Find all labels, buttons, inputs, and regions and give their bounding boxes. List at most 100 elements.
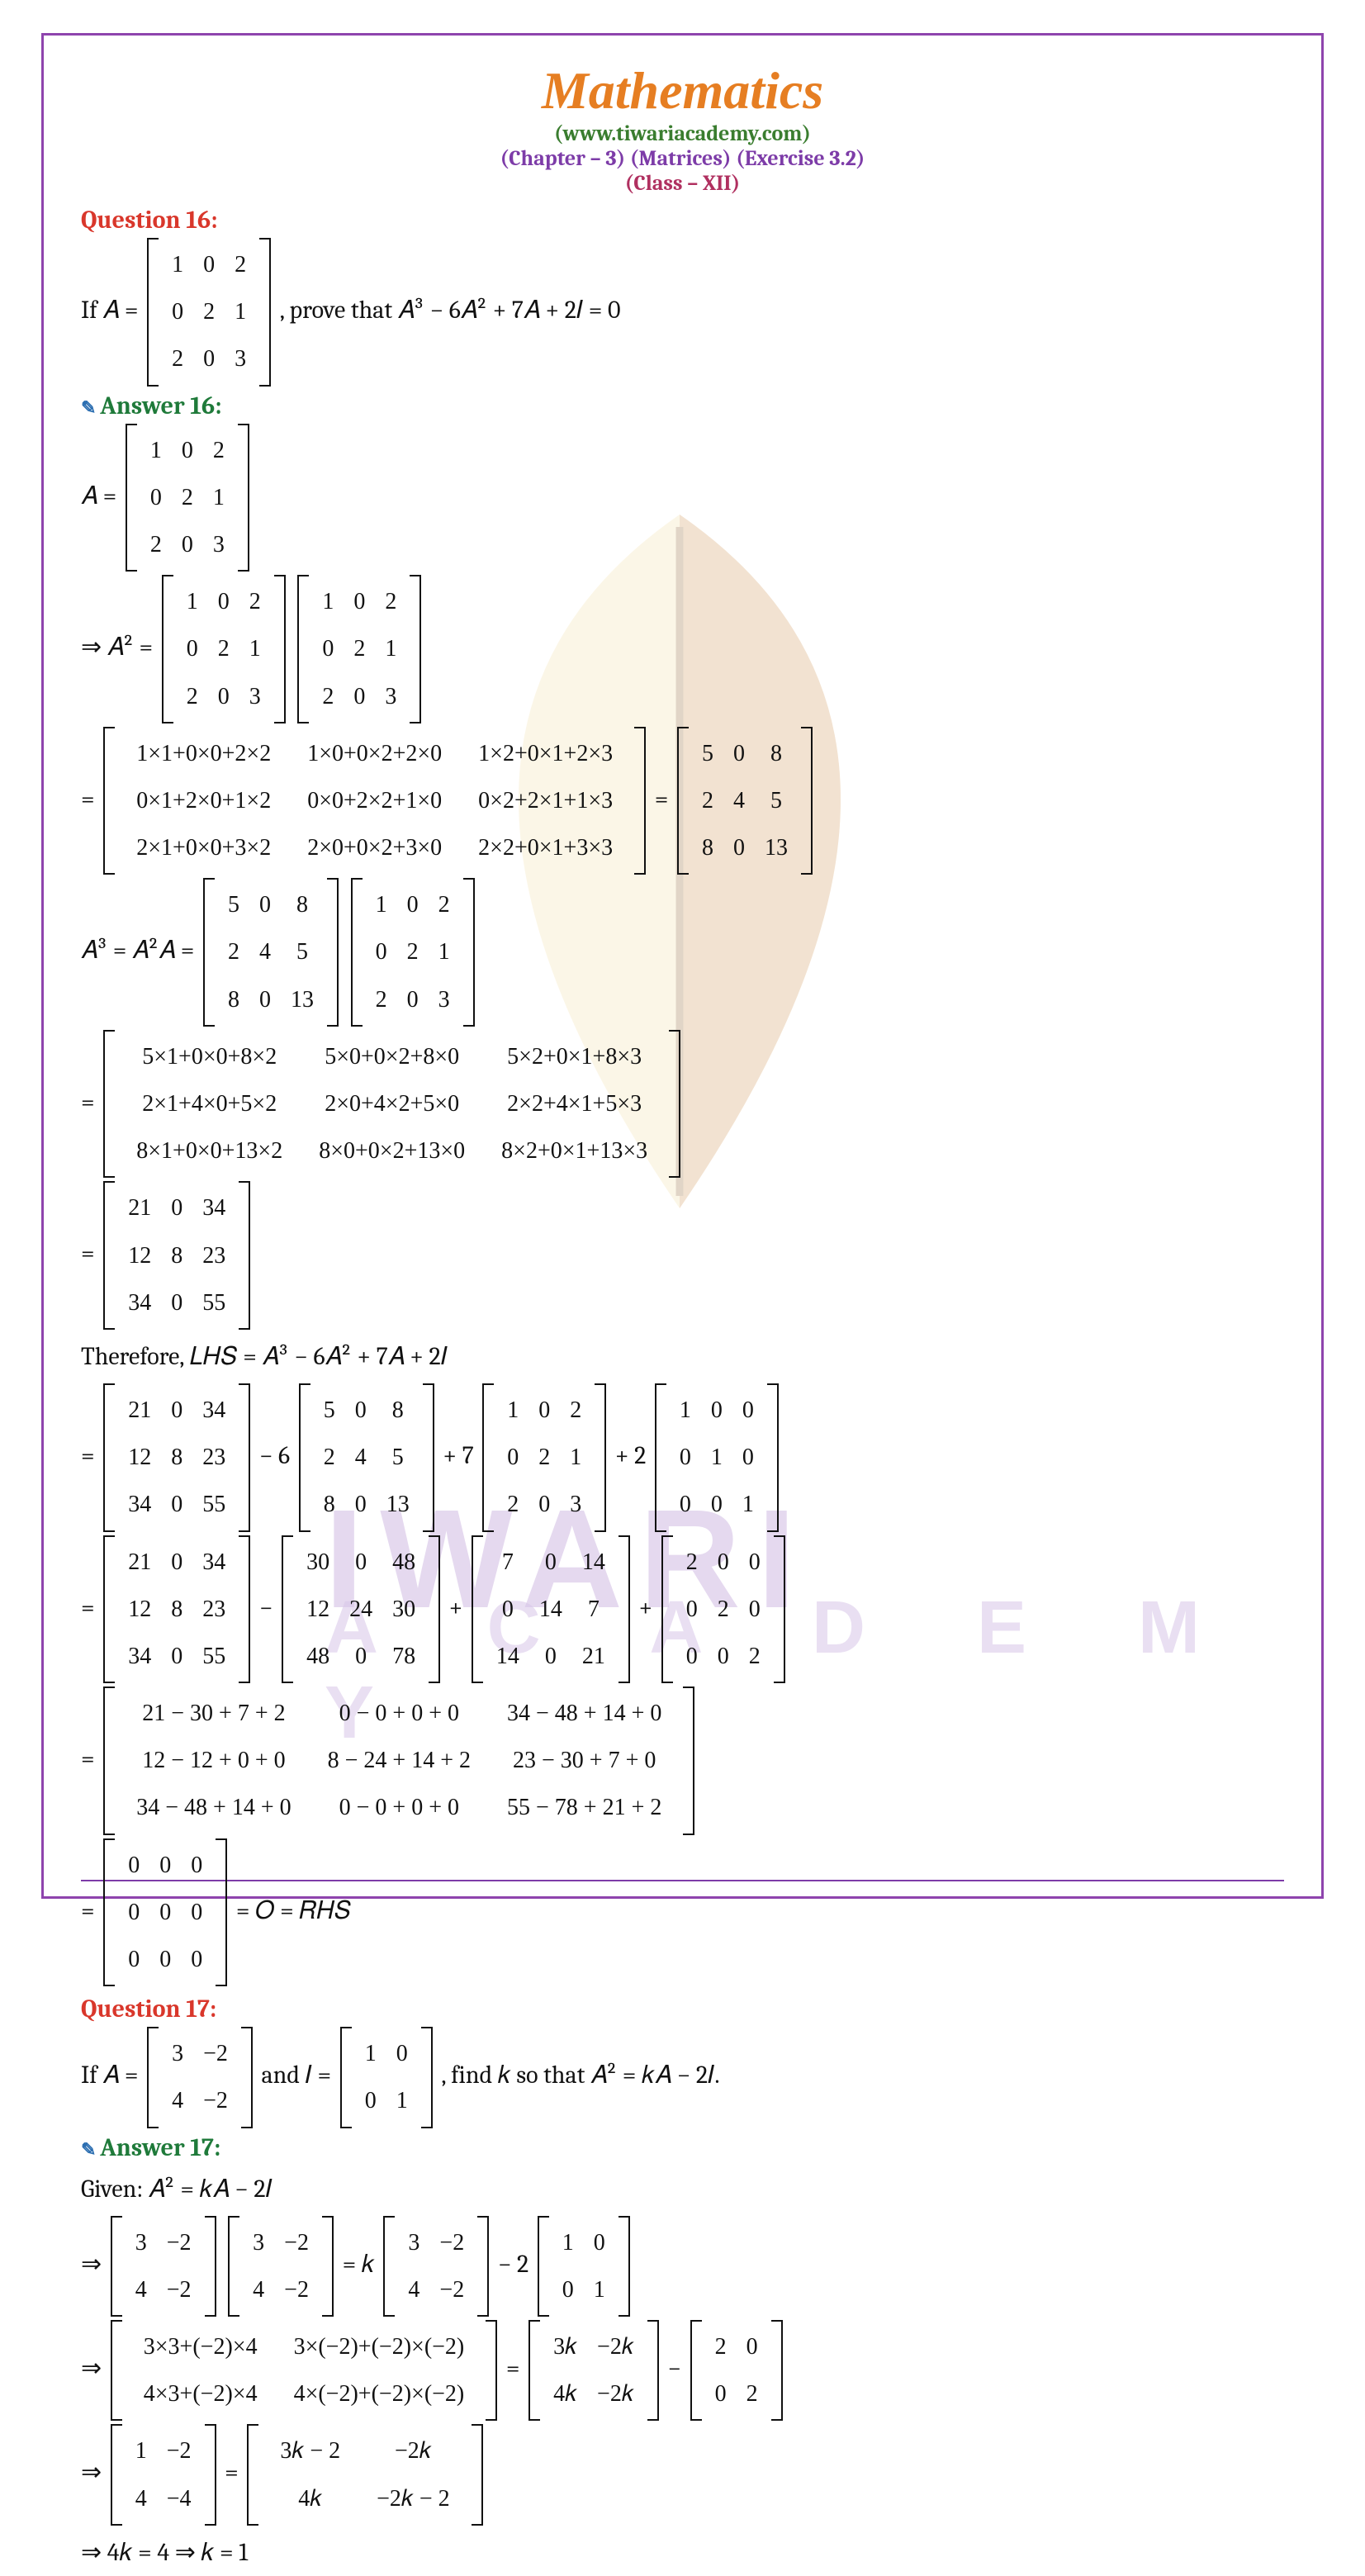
header: Mathematics (www.tiwariacademy.com) (Cha… [81, 60, 1284, 196]
matrix-cell: 0 [149, 1936, 181, 1983]
matrix-cell: 1 [162, 241, 193, 288]
q16-A2-calc: = 1×1+0×0+2×21×0+0×2+2×01×2+0×1+2×30×1+2… [81, 727, 1284, 875]
matrix-cell: 2 [528, 1434, 560, 1481]
matrix-A: 102021203 [147, 238, 271, 387]
matrix-cell: 5 [218, 881, 249, 928]
matrix-cell: 12 − 12 + 0 + 0 [118, 1737, 309, 1784]
matrix-cell: −2𝑘 [587, 2323, 644, 2370]
matrix-cell: 0 [701, 1387, 732, 1434]
matrix-A: 102021203 [162, 575, 286, 723]
text: , prove that 𝐴³ − 6𝐴² + 7𝐴 + 2𝐼 = 0 [280, 296, 621, 325]
matrix-cell: 3 [203, 521, 235, 568]
matrix-cell: 0 [345, 1387, 377, 1434]
matrix-cell: 0 [181, 1889, 212, 1936]
matrix-kA: 3𝑘−2𝑘4𝑘−2𝑘 [528, 2320, 659, 2421]
matrix-cell: 2 [708, 1586, 739, 1633]
matrix-cell: 0 [529, 1539, 572, 1586]
matrix-cell: 2 [344, 625, 375, 672]
q16-lhs-scaled: = 210341282334055 − 3004812243048078 + 7… [81, 1535, 1284, 1684]
matrix-cell: 2 [172, 474, 203, 521]
q16-result: = 000000000 = 𝑂 = 𝑅𝐻𝑆 [81, 1838, 1284, 1987]
matrix-cell: 2×1+4×0+5×2 [118, 1080, 301, 1127]
matrix-cell: 30 [382, 1586, 425, 1633]
matrix-cell: 2 [162, 335, 193, 382]
matrix-rhs17: 3𝑘 − 2−2𝑘4𝑘−2𝑘 − 2 [247, 2424, 482, 2525]
text: , find 𝑘 so that 𝐴² = 𝑘𝐴 − 2𝐼. [441, 2061, 719, 2090]
page-title: Mathematics [81, 60, 1284, 121]
matrix-cell: 2 [429, 881, 460, 928]
matrix-cell: 5 [281, 928, 324, 975]
text: 𝐴³ = 𝐴²𝐴 = [81, 936, 200, 965]
matrix-cell: 13 [755, 824, 798, 871]
matrix-cell: 0 [708, 1633, 739, 1680]
matrix-cell: 5 [692, 730, 723, 777]
question-16-label: Question 16: [81, 206, 1284, 235]
matrix-cell: 8 [314, 1481, 345, 1528]
matrix-cell: 1 [225, 288, 256, 335]
matrix-cell: 0 [339, 1633, 382, 1680]
class-label: (Class – XII) [81, 171, 1284, 196]
answer-16-label: Answer 16: [81, 391, 1284, 420]
matrix-cell: 0 [161, 1184, 192, 1231]
matrix-cell: 2 [193, 288, 225, 335]
matrix-cell: 2×1+0×0+3×2 [118, 824, 289, 871]
matrix-cell: 3×(−2)+(−2)×(−2) [276, 2323, 483, 2370]
matrix-cell: 0 [161, 1387, 192, 1434]
matrix-cell: 34 − 48 + 14 + 0 [118, 1784, 309, 1831]
q16-A-def: 𝐴 = 102021203 [81, 424, 1284, 572]
matrix-cell: −2𝑘 [358, 2427, 468, 2474]
matrix-cell: 1 [140, 427, 172, 474]
matrix-cell: 0 [140, 474, 172, 521]
matrix-cell: 3 [398, 2219, 429, 2266]
matrix-cell: 0 [344, 578, 375, 625]
matrix-cell: 0 [397, 976, 429, 1023]
matrix-cell: 4×3+(−2)×4 [126, 2370, 276, 2417]
matrix-7A: 7014014714021 [472, 1535, 630, 1684]
matrix-A3: 210341282334055 [103, 1383, 250, 1532]
matrix-cell: 2 [560, 1387, 591, 1434]
matrix-cell: 0 [723, 730, 755, 777]
q16-therefore: Therefore, 𝐿𝐻𝑆 = 𝐴³ − 6𝐴² + 7𝐴 + 2𝐼 [81, 1333, 1284, 1380]
matrix-cell: 30 [296, 1539, 339, 1586]
matrix-A2-calc: 1×1+0×0+2×21×0+0×2+2×01×2+0×1+2×30×1+2×0… [103, 727, 646, 875]
matrix-cell: 2 [177, 673, 208, 720]
matrix-cell: 0 [177, 625, 208, 672]
matrix-cell: 13 [377, 1481, 419, 1528]
answer-17-label: Answer 17: [81, 2133, 1284, 2162]
matrix-cell: 8 [161, 1586, 192, 1633]
matrix-cell: 0 [118, 1842, 149, 1889]
matrix-cell: 0 [397, 881, 429, 928]
matrix-sum-calc: 21 − 30 + 7 + 20 − 0 + 0 + 034 − 48 + 14… [103, 1686, 694, 1835]
matrix-cell: 1 [584, 2266, 615, 2313]
matrix-cell: 1 [552, 2219, 584, 2266]
matrix-cell: 0 [312, 625, 344, 672]
matrix-cell: 23 [192, 1434, 235, 1481]
matrix-cell: 0 [344, 673, 375, 720]
matrix-cell: 0×2+2×1+1×3 [460, 777, 631, 824]
matrix-cell: 2 [739, 1633, 770, 1680]
matrix-cell: 2×2+4×1+5×3 [483, 1080, 666, 1127]
matrix-A3: 210341282334055 [103, 1535, 250, 1684]
q17-line3: ⇒ 1−24−4 = 3𝑘 − 2−2𝑘4𝑘−2𝑘 − 2 [81, 2424, 1284, 2525]
site-url: (www.tiwariacademy.com) [81, 121, 1284, 146]
matrix-cell: 4 [162, 2077, 193, 2124]
matrix-cell: −2 [429, 2266, 474, 2313]
matrix-cell: 2 [203, 427, 235, 474]
matrix-A2: 5082458013 [203, 878, 339, 1027]
matrix-cell: 0 [161, 1539, 192, 1586]
question-17-label: Question 17: [81, 1995, 1284, 2023]
matrix-cell: 0 [249, 881, 281, 928]
matrix-cell: 3 [243, 2219, 274, 2266]
matrix-cell: 0 [670, 1481, 701, 1528]
matrix-cell: 2 [239, 578, 271, 625]
matrix-cell: 0 [172, 427, 203, 474]
matrix-A: 102021203 [126, 424, 249, 572]
q16-A3-prod: 𝐴³ = 𝐴²𝐴 = 5082458013 102021203 [81, 878, 1284, 1027]
matrix-cell: 3 [126, 2219, 157, 2266]
text: If 𝐴 = [81, 296, 144, 325]
matrix-cell: 0 [739, 1539, 770, 1586]
matrix-cell: 3 [375, 673, 406, 720]
matrix-cell: 48 [382, 1539, 425, 1586]
matrix-cell: −2 [193, 2077, 238, 2124]
matrix-cell: −2𝑘 [587, 2370, 644, 2417]
